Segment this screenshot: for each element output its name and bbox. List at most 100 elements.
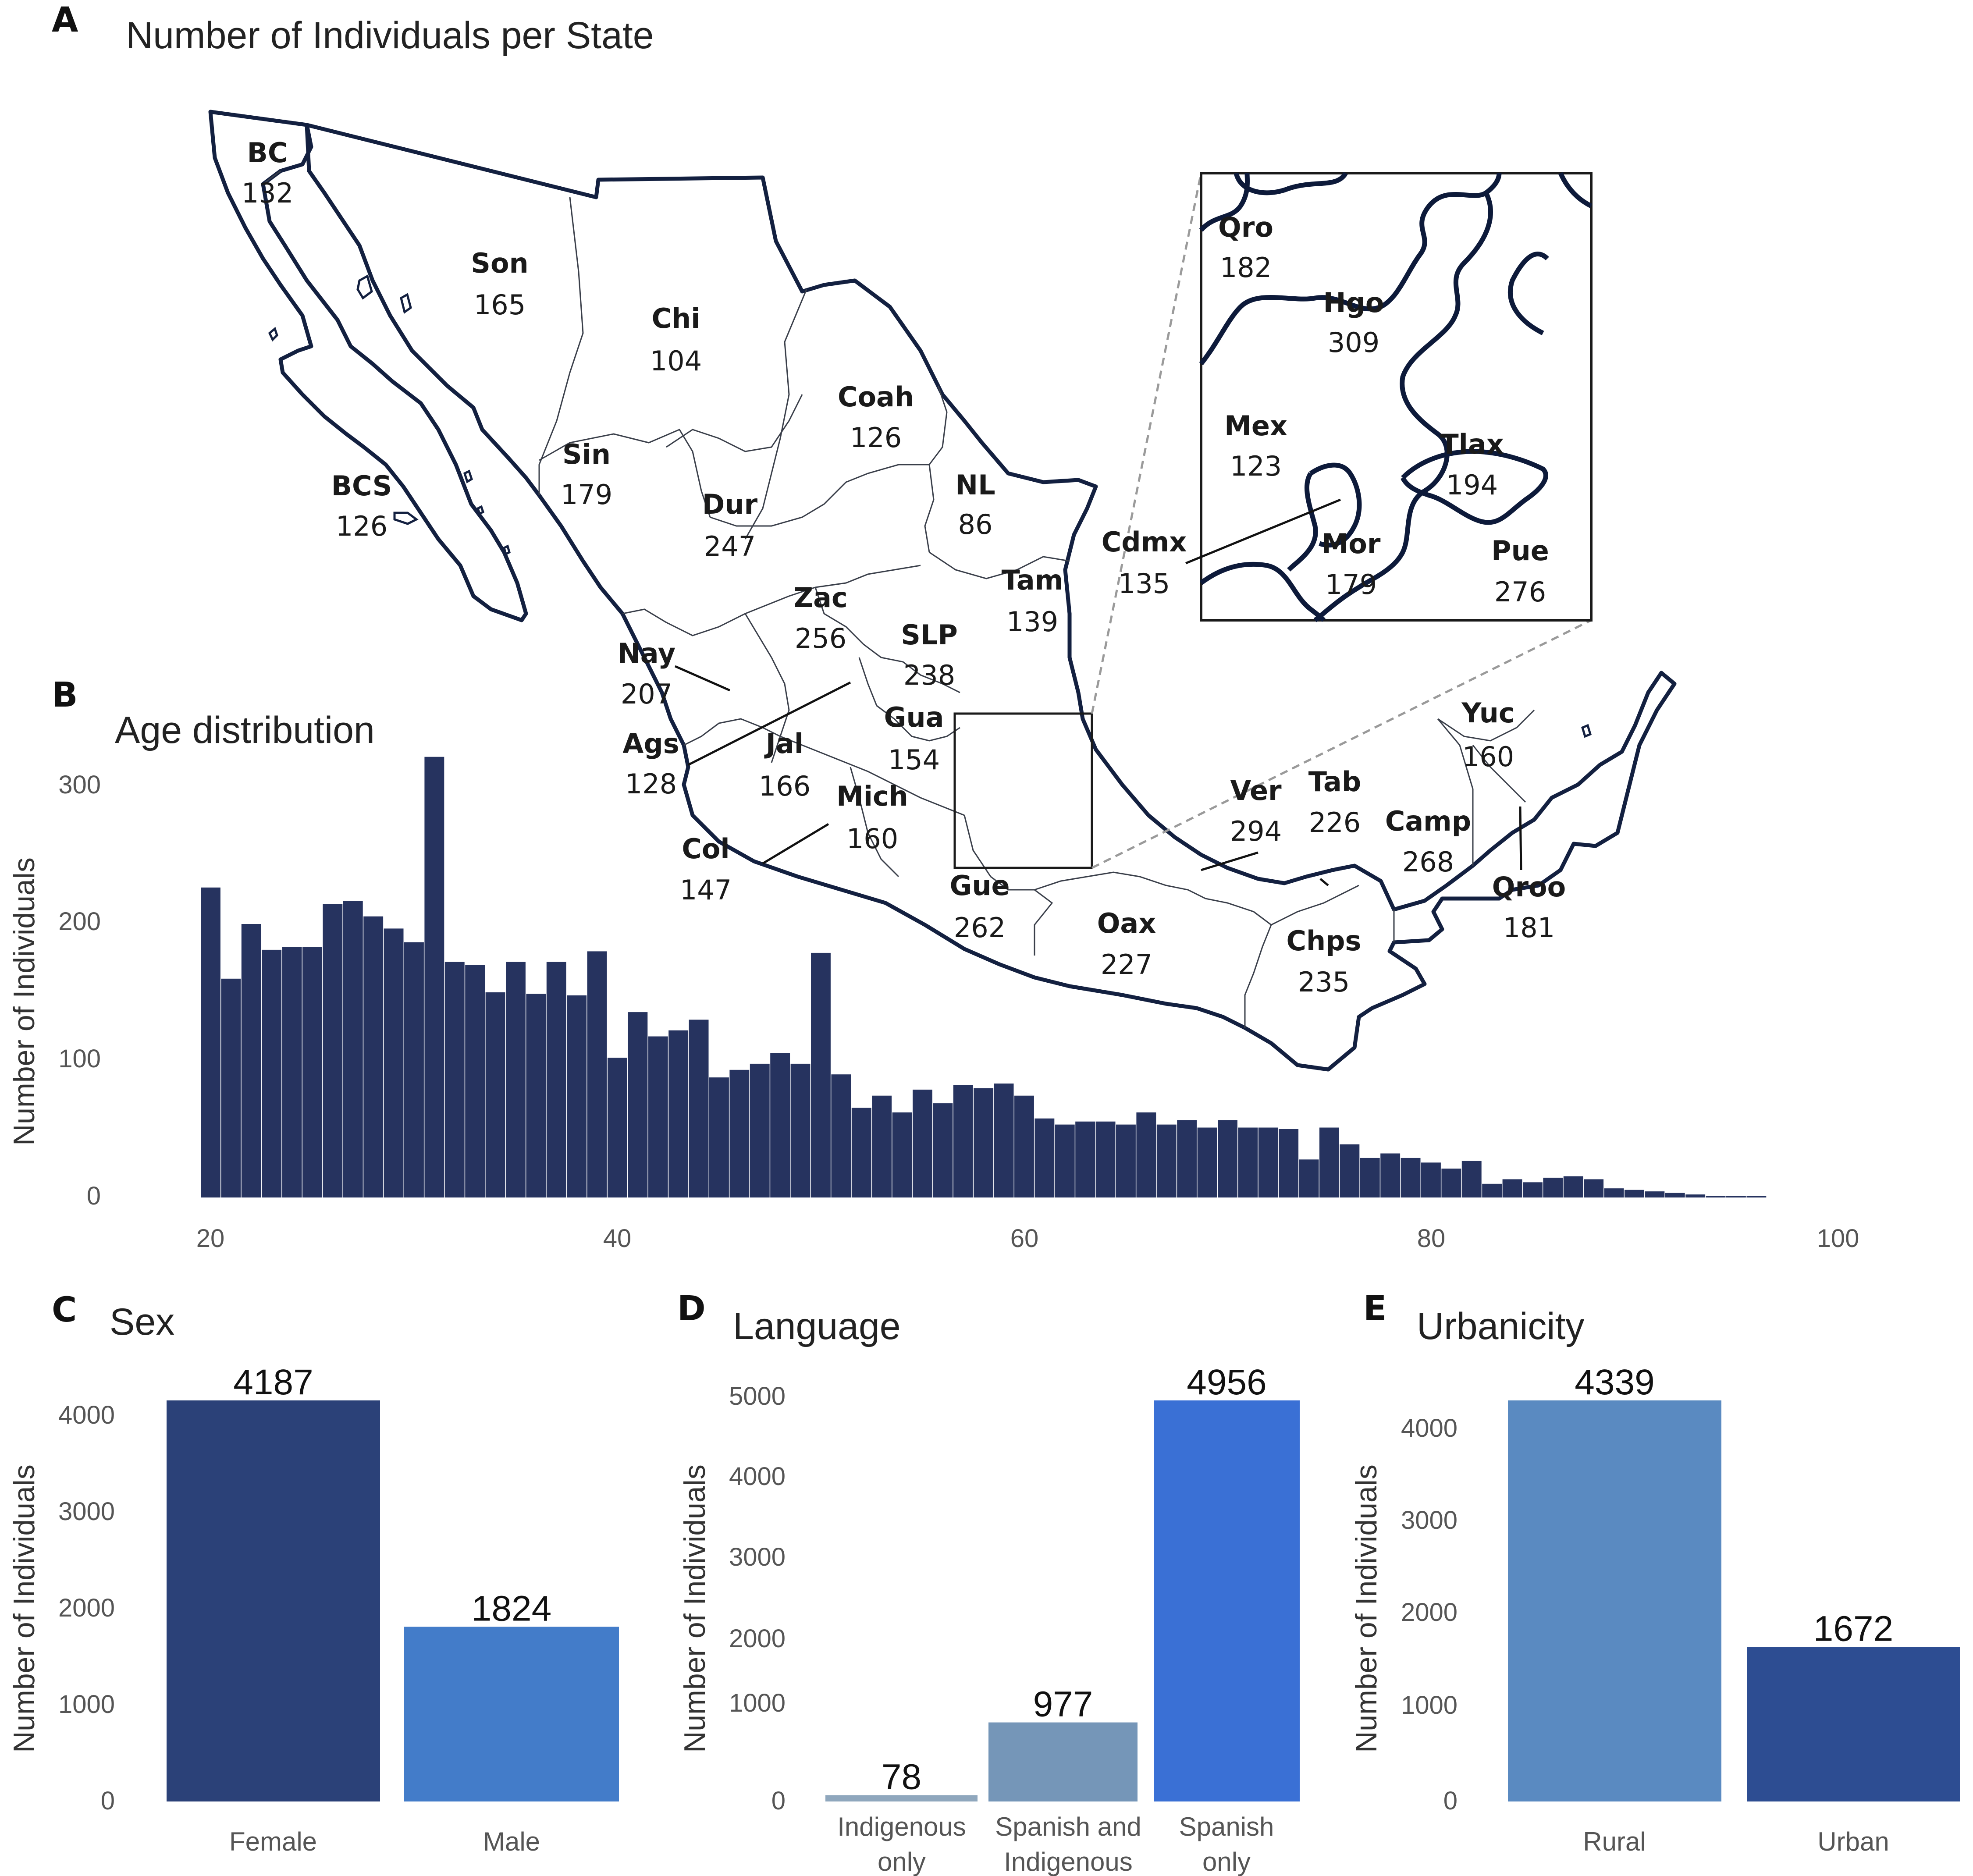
histogram-bar — [1685, 1194, 1706, 1197]
svg-text:Col: Col — [682, 833, 729, 865]
svg-text:Camp: Camp — [1385, 805, 1471, 837]
bar-male — [404, 1627, 619, 1801]
inset-state-label: Pue 276 — [1491, 535, 1549, 608]
svg-text:Chi: Chi — [652, 302, 700, 334]
histogram-bar — [913, 1089, 932, 1197]
state-label: Camp 268 — [1385, 805, 1471, 878]
svg-text:Spanish and: Spanish and — [995, 1812, 1141, 1841]
bar-indigenous-only — [825, 1795, 978, 1801]
histogram-title: Age distribution — [115, 709, 375, 751]
category-female: Female — [229, 1827, 317, 1856]
histogram-bar — [1706, 1196, 1726, 1197]
svg-text:Mex: Mex — [1224, 410, 1287, 442]
svg-text:182: 182 — [1220, 252, 1272, 284]
svg-text:BC: BC — [247, 137, 288, 169]
histogram-bar — [892, 1112, 912, 1197]
panel-label-e: E — [1363, 1289, 1386, 1329]
svg-text:126: 126 — [336, 510, 387, 542]
histogram-bar — [363, 916, 384, 1197]
language-y-label: Number of Individuals — [678, 1464, 711, 1753]
histogram-bar — [1279, 1129, 1299, 1197]
bar-female — [167, 1400, 380, 1801]
svg-text:Dur: Dur — [702, 488, 758, 520]
svg-text:Cdmx: Cdmx — [1102, 526, 1187, 558]
y-tick: 5000 — [729, 1382, 786, 1411]
svg-text:128: 128 — [625, 768, 677, 800]
histogram-bar — [790, 1063, 811, 1197]
state-label: Tab 226 — [1308, 766, 1362, 839]
y-tick: 0 — [87, 1182, 101, 1210]
y-tick: 0 — [101, 1787, 115, 1815]
svg-text:166: 166 — [759, 770, 811, 802]
histogram-bar — [221, 978, 241, 1197]
category-urban: Urban — [1817, 1827, 1889, 1856]
state-label: Chi 104 — [650, 302, 702, 377]
x-tick: 40 — [603, 1224, 632, 1253]
svg-text:104: 104 — [650, 345, 702, 377]
panel-label-a: A — [52, 0, 78, 40]
histogram-bar — [729, 1069, 750, 1197]
svg-text:Sin: Sin — [562, 438, 611, 470]
language-panel: D Language Number of Individuals 0 1000 … — [677, 1289, 1300, 1876]
state-label: Zac 256 — [793, 582, 848, 654]
urbanicity-panel: E Urbanicity Number of Individuals 0 100… — [1350, 1289, 1960, 1856]
y-tick: 2000 — [729, 1624, 786, 1653]
histogram-bar — [1156, 1124, 1177, 1197]
svg-text:226: 226 — [1309, 807, 1361, 839]
histogram-bar — [1319, 1127, 1339, 1197]
histogram-bar — [1401, 1158, 1421, 1197]
y-tick: 1000 — [58, 1690, 115, 1719]
svg-text:160: 160 — [846, 823, 898, 855]
svg-text:Hgo: Hgo — [1323, 287, 1384, 319]
age-histogram-panel: B Age distribution Number of Individuals… — [7, 675, 1859, 1253]
svg-text:Mich: Mich — [836, 780, 908, 812]
svg-text:Gua: Gua — [884, 701, 944, 733]
svg-text:SLP: SLP — [901, 619, 958, 651]
svg-text:207: 207 — [621, 678, 672, 710]
histogram-bar — [506, 962, 526, 1197]
histogram-bar — [1584, 1179, 1604, 1197]
svg-text:Indigenous: Indigenous — [1004, 1847, 1133, 1876]
state-label: Nay 207 — [618, 637, 675, 710]
x-tick: 100 — [1817, 1224, 1859, 1253]
state-label: Dur 247 — [702, 488, 758, 562]
sex-y-ticks: 0 1000 2000 3000 4000 — [58, 1401, 115, 1815]
histogram-bar — [648, 1036, 668, 1197]
state-label: Qroo 181 — [1492, 871, 1566, 944]
baja-california-outline — [208, 110, 528, 622]
histogram-bar — [302, 947, 322, 1197]
y-tick: 100 — [58, 1045, 101, 1073]
histogram-bar — [424, 757, 444, 1197]
state-label: Chps 235 — [1287, 925, 1362, 998]
histogram-bar — [1197, 1127, 1217, 1197]
svg-text:BCS: BCS — [331, 470, 392, 502]
histogram-bar — [770, 1053, 790, 1197]
svg-text:160: 160 — [1462, 741, 1514, 773]
state-label: Cdmx 135 — [1102, 526, 1187, 600]
histogram-bar — [444, 962, 465, 1197]
x-tick: 80 — [1417, 1224, 1446, 1253]
language-title: Language — [733, 1305, 901, 1347]
histogram-bar — [668, 1030, 689, 1197]
y-tick: 3000 — [729, 1543, 786, 1571]
histogram-bar — [1340, 1144, 1360, 1197]
inset-state-label: Qro 182 — [1218, 211, 1273, 284]
histogram-bars — [201, 757, 1767, 1197]
state-label: Ags 128 — [622, 728, 679, 800]
urbanicity-title: Urbanicity — [1417, 1305, 1584, 1347]
bar-urban — [1747, 1647, 1960, 1801]
urbanicity-y-ticks: 0 1000 2000 3000 4000 — [1401, 1414, 1458, 1815]
histogram-bar — [1543, 1177, 1563, 1197]
callout-lines — [674, 665, 1522, 886]
y-tick: 300 — [58, 771, 101, 799]
svg-text:139: 139 — [1006, 606, 1058, 638]
histogram-y-ticks: 300 200 100 0 — [58, 771, 101, 1210]
panel-label-b: B — [52, 675, 78, 715]
value-label-female: 4187 — [233, 1362, 313, 1402]
state-label: Coah 126 — [838, 381, 914, 454]
inset-state-label: Tlax 194 — [1440, 428, 1504, 501]
histogram-bar — [1055, 1124, 1075, 1197]
histogram-bar — [1380, 1153, 1401, 1197]
histogram-bar — [1441, 1169, 1461, 1197]
y-tick: 0 — [1443, 1787, 1458, 1815]
